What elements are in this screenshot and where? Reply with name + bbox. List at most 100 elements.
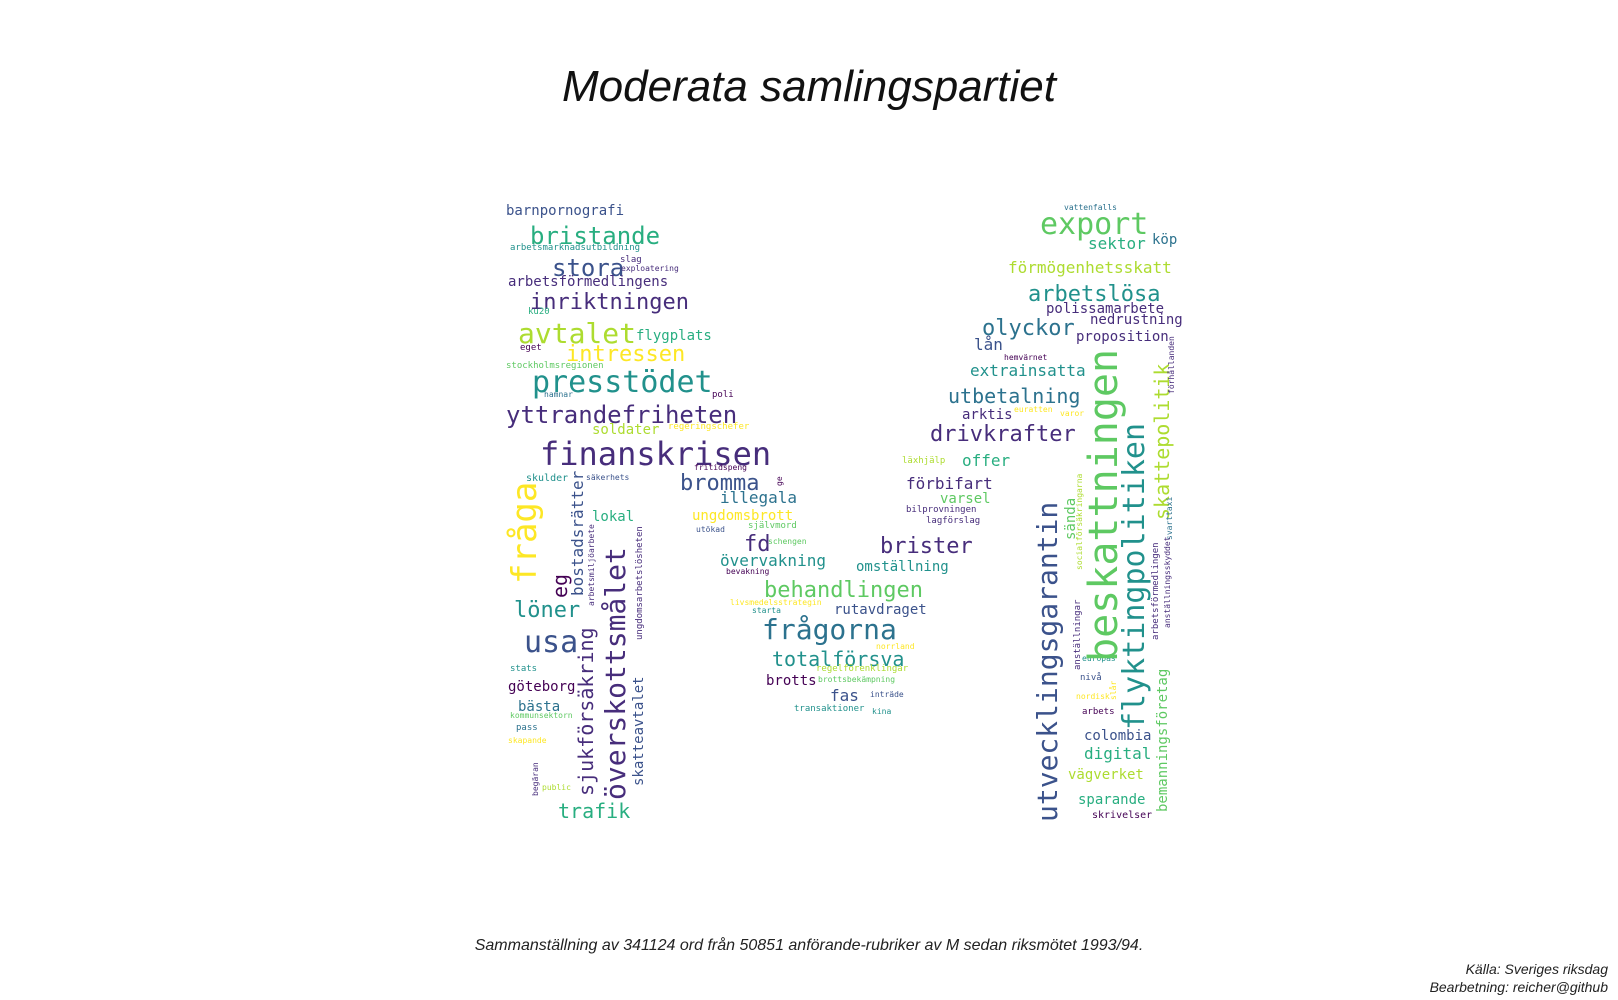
- cloud-word: europas: [1082, 654, 1116, 663]
- cloud-word: totalförsva: [772, 647, 905, 671]
- cloud-word: proposition: [1076, 329, 1169, 345]
- cloud-word: hamnar: [544, 390, 573, 399]
- cloud-word-vertical: utvecklingsgarantin: [1031, 501, 1064, 822]
- cloud-word: usa: [524, 625, 579, 660]
- cloud-word-vertical: ungdomsarbetslösheten: [635, 526, 645, 640]
- cloud-word: avtalet: [518, 317, 637, 350]
- cloud-word: flygplats: [636, 328, 712, 344]
- cloud-word-vertical: bemanningsföretag: [1155, 668, 1171, 812]
- cloud-word: arbets: [1082, 707, 1115, 717]
- cloud-word: lån: [974, 335, 1003, 354]
- cloud-word: digital: [1084, 744, 1152, 763]
- cloud-word: presstödet: [532, 365, 713, 400]
- cloud-word: säkerhets: [586, 473, 630, 482]
- cloud-word: livsmedelsstrategin: [730, 598, 822, 607]
- cloud-word: varsel: [940, 491, 991, 507]
- cloud-word: polissamarbete: [1046, 301, 1165, 317]
- cloud-word: kina: [872, 707, 892, 716]
- cloud-word: göteborg: [508, 679, 576, 695]
- cloud-word: nivå: [1080, 673, 1102, 683]
- cloud-word: transaktioner: [794, 704, 865, 714]
- cloud-word-vertical: överskottsmålet: [599, 547, 632, 800]
- cloud-word: bristande: [530, 222, 661, 250]
- cloud-word: bevakning: [726, 567, 770, 576]
- cloud-word-vertical: arbetsmiljöarbete: [587, 524, 596, 606]
- cloud-word: brottsbekämpning: [818, 675, 896, 684]
- cloud-word-vertical: slår: [1109, 680, 1118, 700]
- cloud-word: ungdomsbrott: [692, 508, 794, 524]
- cloud-word: arbetslösa: [1028, 282, 1161, 307]
- cloud-word: vattenfalls: [1064, 203, 1117, 212]
- cloud-word-vertical: fråga: [505, 481, 545, 584]
- cloud-word: exploatering: [621, 264, 679, 273]
- cloud-word: trafik: [558, 799, 631, 823]
- cloud-word: skulder: [526, 473, 569, 484]
- cloud-word: löner: [514, 598, 581, 623]
- cloud-word-vertical: skatteavtalet: [631, 676, 647, 786]
- cloud-word: arktis: [962, 407, 1013, 423]
- cloud-word-vertical: flyktingpolitiken: [1117, 422, 1152, 730]
- cloud-word: arbetsmarknadsutbildning: [510, 243, 641, 253]
- cloud-word: schengen: [768, 537, 807, 546]
- cloud-word: bromma: [680, 471, 760, 496]
- cloud-word-vertical: anställningsskyddet: [1163, 536, 1172, 628]
- cloud-word-vertical: eg: [548, 573, 572, 598]
- cloud-word: hemvärnet: [1004, 353, 1048, 362]
- cloud-word: yttrandefriheten: [506, 401, 738, 429]
- cloud-word: illegala: [720, 488, 798, 507]
- cloud-word: vägverket: [1068, 767, 1144, 783]
- cloud-word: stockholmsregionen: [506, 361, 604, 371]
- caption: Sammanställning av 341124 ord från 50851…: [474, 937, 1144, 954]
- cloud-word: ku20: [528, 307, 550, 317]
- cloud-word: fas: [830, 686, 859, 705]
- cloud-word: sparande: [1078, 792, 1146, 808]
- cloud-word: köp: [1152, 232, 1178, 248]
- cloud-word: drivkrafter: [930, 422, 1076, 447]
- cloud-word-vertical: socialförsäkringarna: [1075, 473, 1084, 570]
- cloud-word: frågorna: [762, 613, 897, 646]
- cloud-word: inträde: [870, 690, 904, 699]
- cloud-word: stats: [510, 664, 538, 674]
- cloud-word: brotts: [766, 673, 817, 689]
- cloud-word: lagförslag: [926, 516, 981, 526]
- cloud-word: pass: [516, 723, 538, 733]
- cloud-word: nordisk: [1076, 692, 1110, 701]
- cloud-word: förbifart: [906, 474, 993, 493]
- cloud-word-vertical: anställningar: [1073, 599, 1083, 670]
- cloud-word: poli: [712, 390, 734, 400]
- cloud-word-vertical: svarttaxi: [1165, 496, 1174, 540]
- cloud-word: nedrustning: [1090, 312, 1183, 328]
- cloud-word: export: [1040, 207, 1149, 242]
- cloud-word: bästa: [518, 699, 561, 715]
- source-line: Källa: Sveriges riksdag: [1465, 961, 1608, 977]
- cloud-word: sektor: [1088, 234, 1146, 253]
- cloud-word: starta: [752, 606, 781, 615]
- cloud-word-vertical: arbetsförmedlingen: [1151, 542, 1161, 640]
- cloud-word-vertical: bostadsrätter: [568, 470, 587, 596]
- cloud-word: rutavdraget: [834, 602, 927, 618]
- cloud-word: fd: [744, 532, 771, 557]
- cloud-word: omställning: [856, 559, 949, 575]
- cloud-word: finanskrisen: [540, 435, 772, 473]
- cloud-word: colombia: [1084, 728, 1152, 744]
- cloud-word: varor: [1060, 409, 1085, 418]
- cloud-word-vertical: begäran: [531, 762, 540, 796]
- cloud-word: utökad: [696, 525, 725, 534]
- cloud-word: norrland: [876, 642, 915, 651]
- cloud-word: regelförenklingar: [816, 664, 909, 674]
- cloud-word: läxhjälp: [902, 456, 946, 466]
- cloud-word: slag: [620, 255, 642, 265]
- cloud-word: extrainsatta: [970, 361, 1086, 380]
- cloud-word: fritidspeng: [694, 463, 747, 472]
- cloud-word-vertical: sjukförsäkring: [574, 627, 598, 796]
- cloud-word: utbetalning: [948, 384, 1081, 408]
- cloud-word: övervakning: [720, 551, 826, 570]
- cloud-word: public: [542, 783, 571, 792]
- cloud-word: offer: [962, 451, 1011, 470]
- cloud-word: skrivelser: [1092, 810, 1153, 821]
- cloud-word: inriktningen: [530, 290, 689, 315]
- cloud-word: regeringschefer: [668, 422, 750, 432]
- cloud-word: stora: [552, 254, 625, 282]
- cloud-word: skapande: [508, 736, 547, 745]
